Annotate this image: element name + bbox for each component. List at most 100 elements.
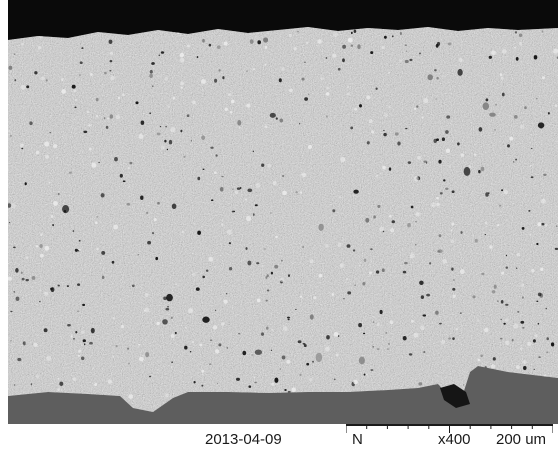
grain: [191, 341, 195, 344]
pore: [296, 30, 300, 33]
pore: [397, 141, 401, 146]
pore: [492, 357, 496, 361]
pore: [353, 189, 359, 194]
pore: [29, 121, 33, 126]
grain: [33, 342, 38, 347]
grain: [74, 98, 78, 102]
grain: [208, 256, 214, 262]
pore: [481, 272, 485, 276]
grain: [409, 253, 415, 259]
pore: [76, 310, 80, 313]
pore: [287, 390, 291, 393]
pore: [149, 73, 153, 78]
sem-micrograph: [8, 0, 558, 424]
pore: [457, 142, 460, 146]
grain: [332, 53, 337, 58]
pore: [478, 169, 481, 174]
grain: [223, 41, 228, 46]
grain: [160, 145, 165, 150]
pore: [231, 210, 235, 213]
pore: [342, 58, 345, 63]
pore: [536, 300, 539, 302]
pore: [363, 373, 366, 376]
pore: [500, 318, 502, 320]
grain: [184, 326, 187, 329]
grain: [45, 155, 49, 159]
pore: [21, 147, 24, 150]
pore: [151, 231, 155, 235]
pore: [254, 204, 258, 207]
grain: [522, 359, 527, 365]
grain: [431, 202, 437, 208]
grain: [73, 89, 77, 93]
pore: [57, 284, 60, 287]
pore: [147, 240, 152, 245]
grain: [489, 245, 493, 249]
pore: [407, 161, 412, 164]
pore: [523, 366, 527, 370]
pore: [202, 316, 210, 323]
grain: [389, 228, 395, 233]
grain: [531, 268, 535, 273]
grain: [451, 222, 455, 226]
grain: [78, 248, 81, 251]
pore: [297, 340, 302, 344]
pore: [101, 275, 105, 280]
pore: [325, 56, 328, 60]
pore: [158, 54, 161, 56]
pore: [478, 127, 483, 132]
grain: [366, 95, 371, 100]
pore: [279, 118, 284, 123]
grain: [175, 283, 177, 286]
pore: [370, 248, 373, 251]
pore: [545, 307, 547, 310]
pore: [350, 44, 354, 47]
pore: [407, 222, 411, 228]
pore: [257, 40, 262, 45]
pore: [537, 292, 542, 297]
grain: [382, 165, 386, 170]
grain: [468, 165, 472, 169]
grain: [35, 374, 40, 379]
pore: [81, 356, 85, 361]
grain: [138, 343, 141, 346]
grain: [143, 309, 146, 312]
pore: [505, 303, 509, 306]
grain: [324, 346, 330, 352]
grain: [112, 317, 115, 320]
pore: [137, 254, 139, 256]
pore: [242, 350, 247, 356]
grain: [110, 75, 115, 81]
pore: [168, 139, 173, 145]
pore: [370, 51, 374, 55]
substrate-defect: [440, 384, 470, 408]
pore: [287, 316, 290, 319]
pore: [530, 147, 533, 150]
pore: [439, 322, 442, 325]
pore: [151, 62, 155, 65]
pore: [101, 250, 106, 255]
pore: [399, 32, 402, 35]
grain: [73, 118, 76, 121]
pore: [535, 97, 538, 100]
grain: [57, 388, 60, 391]
pore: [521, 296, 524, 299]
grain: [337, 243, 342, 247]
pore: [201, 135, 206, 140]
grain: [187, 44, 191, 48]
grain: [518, 41, 523, 46]
pore: [441, 137, 446, 142]
grain: [288, 33, 292, 37]
grain: [156, 321, 160, 326]
pore: [74, 248, 78, 252]
pore: [362, 332, 366, 335]
grain: [20, 84, 26, 90]
pore: [372, 321, 375, 323]
grain: [90, 73, 93, 76]
pore: [402, 335, 407, 341]
pore: [447, 42, 452, 46]
pore: [383, 132, 387, 137]
pore: [350, 31, 353, 35]
pore: [261, 163, 265, 167]
pore: [239, 186, 242, 190]
